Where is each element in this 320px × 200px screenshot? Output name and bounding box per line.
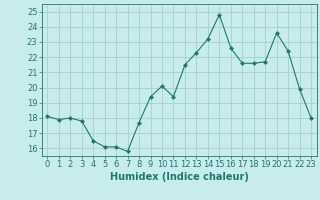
X-axis label: Humidex (Indice chaleur): Humidex (Indice chaleur) [110,172,249,182]
